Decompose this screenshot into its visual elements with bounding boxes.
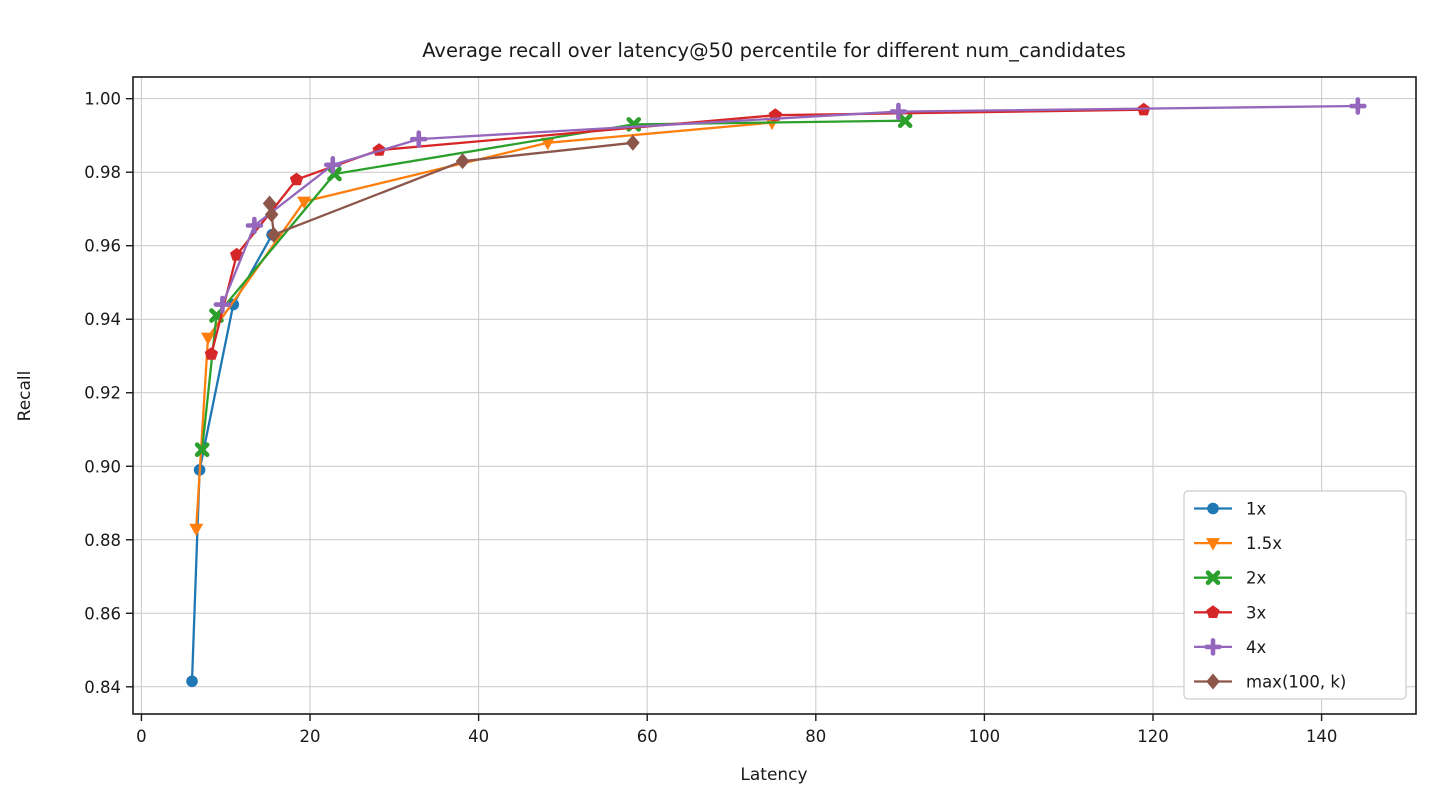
- marker-x: [209, 308, 224, 323]
- x-tick-label: 120: [1137, 727, 1169, 746]
- axes-frame: [132, 76, 1417, 715]
- series-max-100-k-: [262, 134, 640, 243]
- y-axis-label: Recall: [15, 371, 35, 422]
- legend-item-1.5x: 1.5x: [1194, 534, 1282, 553]
- legend-item-2x: 2x: [1194, 569, 1266, 588]
- x-tick-label: 140: [1306, 727, 1338, 746]
- x-tick-label: 0: [136, 727, 147, 746]
- marker-diamond: [626, 134, 640, 151]
- x-tick-label: 60: [637, 727, 658, 746]
- legend-label: 4x: [1246, 638, 1266, 657]
- series-line: [190, 234, 274, 682]
- series-layer: [186, 97, 1367, 688]
- series-line: [210, 108, 1144, 355]
- marker-x: [327, 166, 342, 182]
- marker-triangle-down: [540, 137, 555, 151]
- legend-label: 2x: [1246, 569, 1266, 588]
- x-axis-label: Latency: [740, 765, 807, 785]
- y-tick-label: 1.00: [84, 90, 121, 109]
- y-tick-label: 0.92: [84, 384, 121, 403]
- legend-item-max-100-k-: max(100, k): [1194, 673, 1346, 692]
- series-3x: [204, 102, 1151, 360]
- x-tick-label: 80: [805, 727, 826, 746]
- y-tick-label: 0.94: [84, 310, 121, 329]
- legend: 1x 1.5x 2x 3x 4x max(100, k): [1183, 490, 1407, 700]
- legend-label: 3x: [1246, 603, 1266, 622]
- marker-pentagon: [230, 247, 244, 261]
- legend-label: 1.5x: [1246, 534, 1282, 553]
- marker-triangle-down: [297, 196, 312, 210]
- y-tick-label: 0.96: [84, 237, 121, 256]
- series-4x: [213, 97, 1367, 314]
- series-1.5x: [189, 117, 779, 537]
- chart-title: Average recall over latency@50 percentil…: [422, 39, 1126, 62]
- marker-circle: [1207, 502, 1219, 515]
- series-line: [195, 121, 773, 529]
- legend-item-3x: 3x: [1194, 603, 1266, 622]
- y-tick-label: 0.98: [84, 163, 121, 182]
- series-line: [200, 119, 906, 450]
- legend-item-1x: 1x: [1194, 500, 1266, 519]
- marker-triangle-down: [1206, 538, 1220, 551]
- marker-triangle-down: [201, 332, 216, 346]
- ticks-layer: 0 20 40 60 80 100 120 140 0.84 0.86 0.88 0.90 0.92 0.…: [84, 90, 1337, 746]
- marker-pentagon: [1206, 605, 1220, 618]
- marker-pentagon: [204, 347, 219, 360]
- y-tick-label: 0.90: [84, 457, 121, 476]
- legend-box: [1183, 490, 1407, 700]
- x-tick-label: 40: [468, 727, 489, 746]
- marker-diamond: [1206, 673, 1220, 690]
- y-tick-label: 0.84: [84, 678, 121, 697]
- marker-pentagon: [289, 172, 304, 186]
- marker-triangle-down: [189, 523, 204, 537]
- x-tick-label: 20: [300, 727, 321, 746]
- y-tick-label: 0.86: [84, 604, 121, 623]
- marker-circle: [186, 675, 198, 688]
- marker-x: [1205, 570, 1221, 586]
- marker-diamond: [262, 195, 277, 212]
- series-2x: [194, 113, 913, 458]
- legend-label: max(100, k): [1246, 673, 1346, 692]
- marker-diamond: [264, 206, 279, 223]
- legend-label: 1x: [1246, 500, 1266, 519]
- series-line: [268, 141, 634, 236]
- series-line: [221, 104, 1358, 305]
- marker-diamond: [455, 153, 470, 170]
- x-tick-label: 100: [969, 727, 1001, 746]
- marker-x: [194, 442, 210, 458]
- marker-x: [897, 113, 913, 129]
- marker-diamond: [266, 226, 281, 243]
- y-tick-label: 0.88: [84, 531, 121, 550]
- legend-item-4x: 4x: [1194, 638, 1266, 657]
